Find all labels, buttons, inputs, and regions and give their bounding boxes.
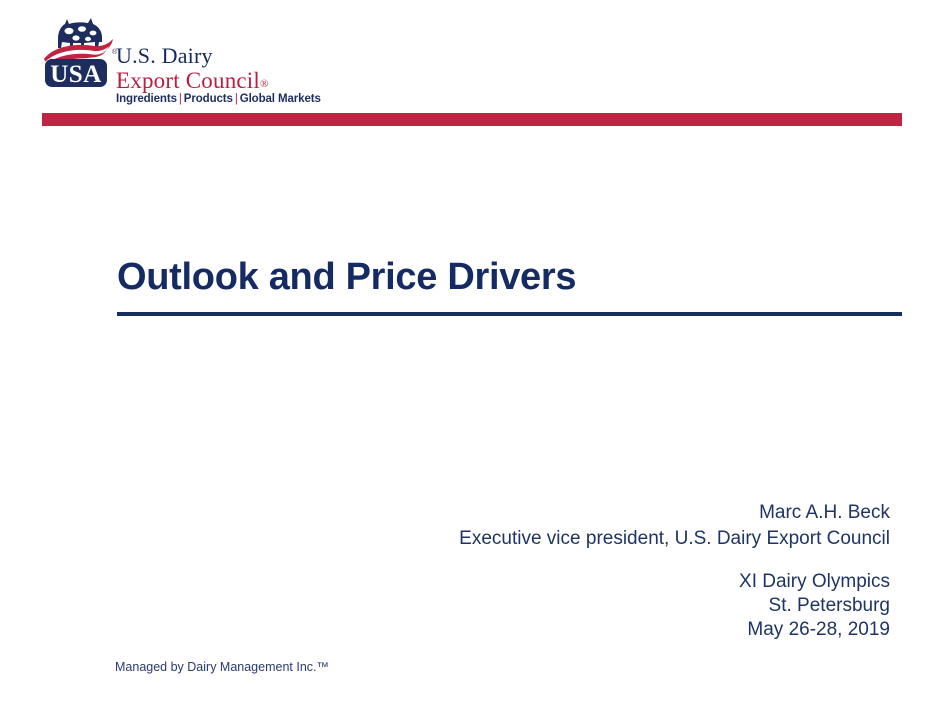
usdec-logo: USA ® U.S. Dairy Export Council® Ingredi… (42, 12, 321, 108)
event-name: XI Dairy Olympics (739, 571, 890, 592)
usa-badge-icon: USA ® (42, 12, 118, 90)
header-red-bar (42, 113, 902, 126)
logo-name-line2-text: Export Council (116, 68, 260, 93)
cow-icon (58, 18, 102, 49)
event-location: St. Petersburg (768, 595, 890, 616)
logo-tagline: Ingredients | Products | Global Markets (116, 93, 321, 105)
registered-mark-icon: ® (112, 48, 118, 56)
tagline-separator-2: | (234, 93, 238, 105)
footer-note: Managed by Dairy Management Inc.™ (115, 660, 329, 674)
event-block: XI Dairy Olympics St. Petersburg May 26-… (739, 570, 890, 642)
tagline-separator-1: | (178, 93, 182, 105)
badge-label: USA (50, 61, 102, 88)
presenter-block: Marc A.H. Beck Executive vice president,… (459, 500, 890, 552)
event-dates: May 26-28, 2019 (747, 619, 890, 640)
page-title: Outlook and Price Drivers (117, 256, 577, 298)
tagline-item-products: Products (183, 93, 233, 105)
logo-name-line1: U.S. Dairy (116, 43, 213, 68)
title-underline-rule (117, 312, 902, 316)
tagline-item-ingredients: Ingredients (116, 93, 177, 105)
tagline-item-global-markets: Global Markets (239, 93, 321, 105)
logo-name-line2: Export Council® (116, 68, 306, 97)
registered-mark: ® (259, 78, 269, 90)
presenter-name: Marc A.H. Beck (759, 502, 890, 523)
badge-shape (45, 59, 107, 87)
logo-wordmark: U.S. Dairy Export Council® (116, 44, 306, 97)
presenter-role: Executive vice president, U.S. Dairy Exp… (459, 528, 890, 549)
